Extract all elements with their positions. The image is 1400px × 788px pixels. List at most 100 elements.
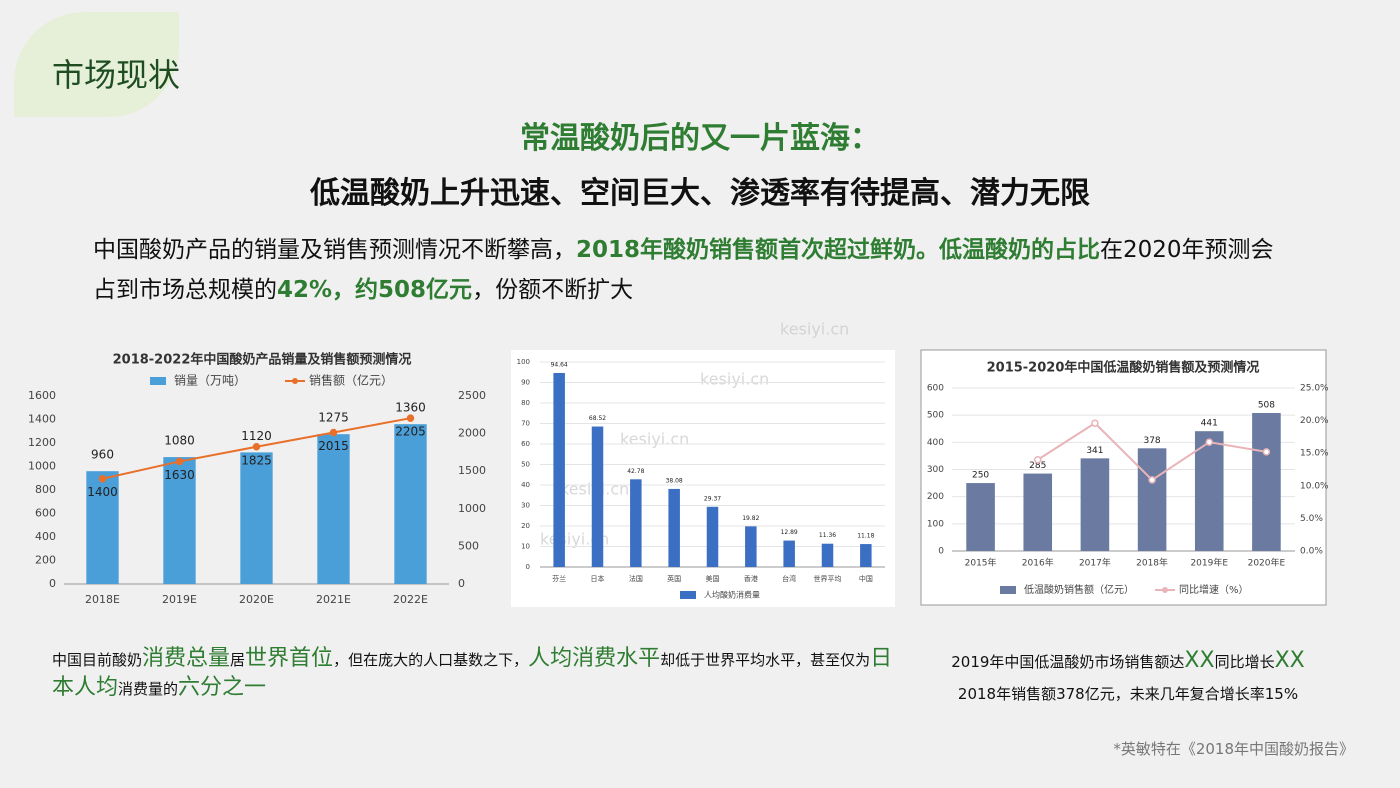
tick-label: 400 <box>35 530 56 543</box>
value-label: 1400 <box>87 485 118 499</box>
value-label: 2205 <box>395 425 426 439</box>
line-marker <box>98 474 107 483</box>
bar <box>860 544 872 567</box>
tick-label: 100 <box>927 519 944 529</box>
footnote: *英敏特在《2018年中国酸奶报告》 <box>1113 740 1354 758</box>
tick-label: 400 <box>927 438 944 448</box>
x-tick-label: 2015年 <box>965 557 997 569</box>
text-segment: XX <box>1184 648 1215 673</box>
tick-label: 20.0% <box>1300 416 1329 426</box>
tick-label: 1500 <box>458 464 486 477</box>
tick-label: 0.0% <box>1300 547 1323 557</box>
x-tick-label: 世界平均 <box>814 574 842 583</box>
x-tick-label: 2018年 <box>1136 557 1168 569</box>
x-tick-label: 2018E <box>85 593 120 606</box>
caption-right: 2019年中国低温酸奶市场销售额达XX同比增长XX 2018年销售额378亿元，未… <box>918 645 1338 710</box>
x-tick-label: 2019年E <box>1190 557 1228 569</box>
bar <box>745 526 757 567</box>
tick-label: 1600 <box>28 389 56 402</box>
value-label: 12.89 <box>781 529 798 536</box>
x-tick-label: 日本 <box>591 574 605 583</box>
tick-label: 0 <box>49 577 56 590</box>
title-leaf <box>14 12 179 117</box>
caption-line: 2018年销售额378亿元，未来几年复合增长率15% <box>918 678 1338 710</box>
bar <box>668 488 680 567</box>
tick-label: 1000 <box>28 460 56 473</box>
bar <box>240 452 273 584</box>
value-label: 285 <box>1029 461 1046 471</box>
value-label: 29.37 <box>704 495 721 502</box>
legend-marker <box>292 378 298 384</box>
value-label: 1275 <box>318 411 349 425</box>
tick-label: 600 <box>35 507 56 520</box>
line-marker <box>329 428 338 437</box>
bar <box>706 506 719 567</box>
watermark: kesiyi.cn <box>620 430 689 449</box>
legend-label: 低温酸奶销售额（亿元） <box>1024 583 1134 596</box>
watermark: kesiyi.cn <box>700 370 769 389</box>
tick-label: 2500 <box>458 389 486 402</box>
caption-left: 中国目前酸奶消费总量居世界首位，但在庞大的人口基数之下，人均消费水平却低于世界平… <box>52 645 902 703</box>
text-segment: 居 <box>230 651 246 669</box>
bar <box>394 424 427 584</box>
legend-swatch <box>680 591 696 599</box>
tick-label: 10.0% <box>1300 481 1329 491</box>
tick-label: 800 <box>35 483 56 496</box>
value-label: 2015 <box>318 439 349 453</box>
value-label: 68.52 <box>589 415 606 422</box>
bar <box>966 483 995 551</box>
line-marker <box>252 443 261 451</box>
value-label: 1630 <box>164 468 195 482</box>
text-segment: 2018年酸奶销售额首次超过鲜奶。低温酸奶的占比 <box>576 237 1101 263</box>
value-label: 11.36 <box>819 532 836 539</box>
line-marker <box>1205 438 1213 446</box>
tick-label: 600 <box>927 384 944 394</box>
legend-label: 同比增速（%） <box>1179 583 1249 596</box>
value-label: 42.78 <box>627 468 644 475</box>
tick-label: 25.0% <box>1300 384 1329 394</box>
tick-label: 0 <box>938 547 944 557</box>
tick-label: 80 <box>521 399 530 407</box>
tick-label: 300 <box>927 465 944 475</box>
tick-label: 40 <box>521 481 530 489</box>
chart-panel <box>511 350 895 607</box>
intro: 中国酸奶产品的销量及销售预测情况不断攀高，2018年酸奶销售额首次超过鲜奶。低温… <box>93 230 1283 310</box>
x-tick-label: 2022E <box>393 593 428 606</box>
value-label: 94.64 <box>551 361 568 368</box>
value-label: 341 <box>1086 446 1103 456</box>
tick-label: 500 <box>458 539 479 552</box>
tick-label: 1000 <box>458 502 486 515</box>
caption-line: 2019年中国低温酸奶市场销售额达XX同比增长XX <box>918 645 1338 678</box>
tick-label: 1200 <box>28 436 56 449</box>
text-segment: ，份额不断扩大 <box>472 277 634 303</box>
line-marker <box>1091 419 1099 427</box>
tick-label: 0 <box>526 563 530 571</box>
bar <box>1137 448 1167 551</box>
tick-label: 20 <box>521 522 530 530</box>
x-tick-label: 芬兰 <box>552 574 566 583</box>
text-segment: 消费总量 <box>142 646 231 671</box>
tick-label: 2000 <box>458 427 486 440</box>
bar <box>630 479 642 567</box>
bar <box>1252 412 1281 551</box>
value-label: 1120 <box>241 429 272 443</box>
text-segment: 日本人均 <box>52 646 893 700</box>
legend-label: 人均酸奶消费量 <box>704 590 760 600</box>
tick-label: 0 <box>458 577 465 590</box>
bar <box>783 540 795 567</box>
bar <box>1023 473 1053 551</box>
tick-label: 30 <box>521 502 530 510</box>
text-segment: 2018年销售额378亿元，未来几年复合增长率15% <box>957 685 1299 703</box>
text-segment: 2019年中国低温酸奶市场销售额达 <box>951 653 1185 671</box>
legend-swatch <box>150 377 166 385</box>
bar <box>86 471 119 584</box>
value-label: 1080 <box>164 434 195 448</box>
tick-label: 500 <box>927 411 944 421</box>
legend-label: 销售额（亿元） <box>309 373 393 388</box>
value-label: 441 <box>1201 419 1218 429</box>
tick-label: 15.0% <box>1300 449 1329 459</box>
text-segment: ，但在庞大的人口基数之下， <box>333 651 529 669</box>
headline: 常温酸奶后的又一片蓝海： <box>520 121 880 156</box>
